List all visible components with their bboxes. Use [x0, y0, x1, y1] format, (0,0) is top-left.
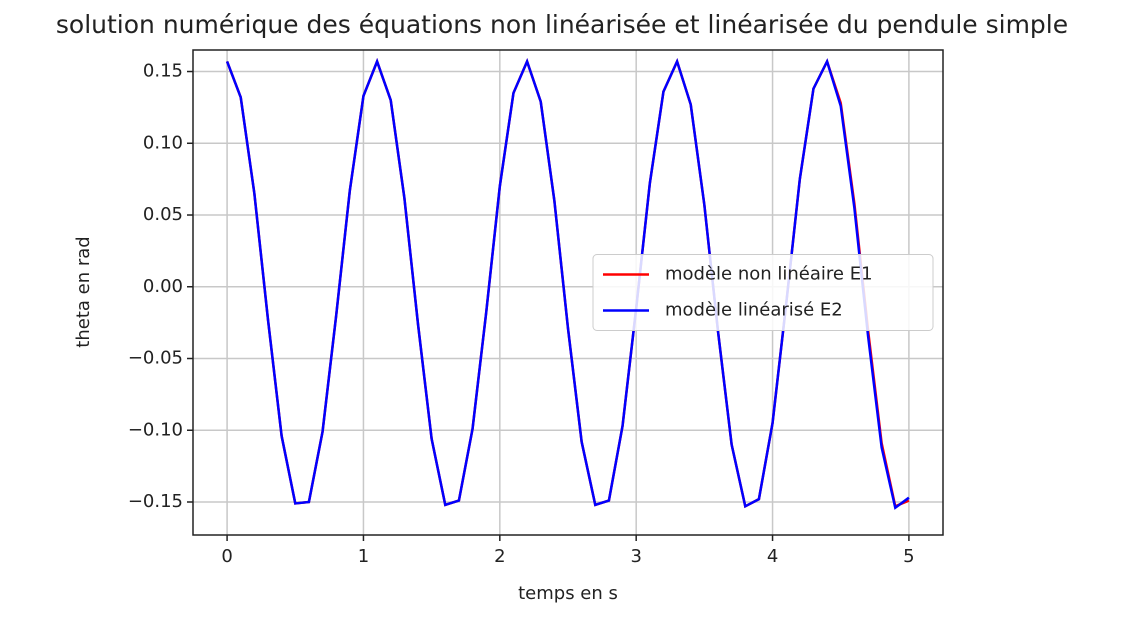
- y-tick-label: 0.00: [143, 276, 183, 297]
- y-axis-label: theta en rad: [73, 236, 94, 347]
- y-tick-label: 0.10: [143, 132, 183, 153]
- y-tick-label: −0.10: [128, 419, 183, 440]
- y-tick-label: 0.05: [143, 204, 183, 225]
- x-tick-label: 5: [903, 546, 914, 567]
- y-tick-label: 0.15: [143, 61, 183, 82]
- y-tick-label: −0.15: [128, 491, 183, 512]
- legend-label: modèle non linéaire E1: [665, 264, 873, 285]
- line-series: [225, 57, 910, 510]
- x-tick-label: 2: [494, 546, 505, 567]
- x-tick-label: 4: [767, 546, 778, 567]
- legend-box: [592, 254, 934, 331]
- legend: modèle non linéaire E1 modèle linéarisé E…: [592, 254, 934, 331]
- x-tick-label: 1: [358, 546, 369, 567]
- chart-title: solution numérique des équations non lin…: [56, 10, 1068, 39]
- plot-frame: [192, 49, 944, 536]
- x-tick-label: 0: [221, 546, 232, 567]
- x-tick-label: 3: [630, 546, 641, 567]
- x-axis-label: temps en s: [518, 583, 618, 604]
- y-tick-label: −0.05: [128, 348, 183, 369]
- legend-label: modèle linéarisé E2: [665, 300, 843, 321]
